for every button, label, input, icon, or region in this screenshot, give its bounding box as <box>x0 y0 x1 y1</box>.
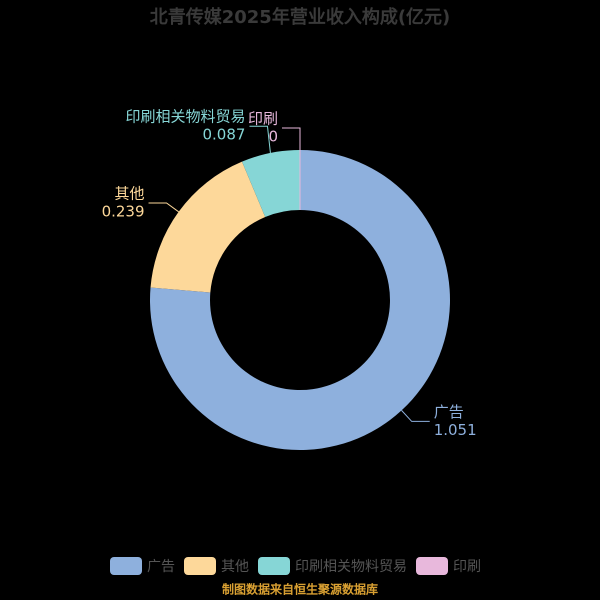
donut-slice <box>150 161 266 293</box>
legend-swatch <box>184 557 216 575</box>
leader-line <box>282 127 301 150</box>
slice-value: 0.087 <box>203 126 246 144</box>
leader-line <box>401 410 430 422</box>
slice-label: 其他 <box>115 184 145 202</box>
legend-label: 广告 <box>147 559 175 575</box>
leader-line <box>148 202 179 213</box>
slice-label: 广告 <box>434 403 464 421</box>
slice-value: 0.239 <box>102 202 145 220</box>
slice-label: 印刷相关物料贸易 <box>125 108 245 126</box>
legend-label: 印刷相关物料贸易 <box>295 559 407 575</box>
source-note: 制图数据来自恒生聚源数据库 <box>222 582 378 597</box>
donut-slice <box>150 150 450 450</box>
legend-swatch <box>110 557 142 575</box>
leader-line <box>249 125 271 154</box>
slice-value: 0 <box>268 128 278 146</box>
slice-label: 印刷 <box>248 110 278 128</box>
legend-swatch <box>258 557 290 575</box>
donut-slice <box>242 150 300 217</box>
chart-title: 北青传媒2025年营业收入构成(亿元) <box>150 6 451 28</box>
legend-label: 印刷 <box>453 559 481 575</box>
legend-swatch <box>416 557 448 575</box>
legend-label: 其他 <box>221 559 249 575</box>
slice-value: 1.051 <box>434 421 477 439</box>
